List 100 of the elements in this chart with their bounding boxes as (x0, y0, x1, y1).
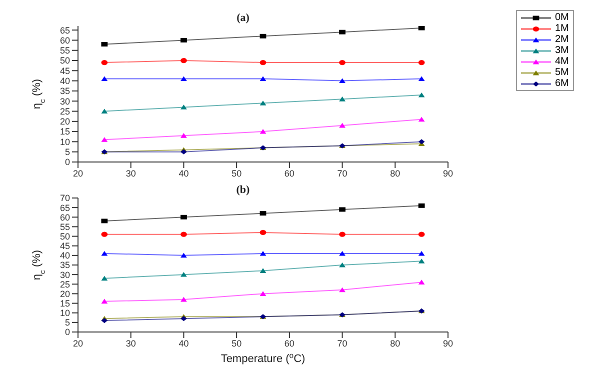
x-tick-label: 30 (126, 338, 136, 348)
point (339, 287, 346, 292)
point (260, 100, 266, 106)
y-tick-label: 20 (60, 116, 70, 127)
point (101, 250, 108, 256)
y-tick-label: 35 (60, 260, 70, 270)
chart-title: (b) (236, 184, 250, 196)
point (101, 108, 108, 114)
point (260, 60, 266, 66)
y-tick-label: 25 (60, 106, 70, 116)
x-tick-label: 70 (337, 168, 348, 178)
point (418, 250, 425, 256)
x-tick-label: 30 (126, 168, 136, 178)
y-tick-label: 45 (60, 66, 70, 76)
y-tick-label: 45 (60, 241, 70, 252)
x-tick-label: 80 (390, 168, 400, 178)
legend-label: 6M (555, 78, 569, 89)
point (339, 96, 346, 102)
x-axis-title: Temperature ($^{o}$C) (220, 350, 306, 365)
point (260, 211, 266, 216)
point (101, 137, 108, 142)
point (101, 232, 108, 237)
point (180, 252, 187, 258)
point (101, 276, 108, 281)
legend-label: 3M (555, 45, 569, 56)
point (260, 76, 266, 82)
legend-label: 0M (555, 12, 569, 23)
y-tick-label: 20 (60, 288, 70, 299)
y-tick-label: 15 (60, 298, 70, 308)
point (339, 232, 346, 237)
y-tick-label: 30 (60, 270, 70, 280)
point (339, 30, 346, 34)
point (418, 280, 425, 284)
y-tick-label: 70 (60, 193, 70, 204)
x-tick-label: 50 (232, 338, 242, 348)
x-tick-label: 20 (72, 168, 84, 178)
y-tick-label: 35 (60, 86, 70, 96)
y-tick-label: 10 (60, 308, 70, 318)
point (339, 78, 346, 84)
y-tick-label: 50 (60, 231, 70, 242)
point (101, 76, 108, 82)
x-tick-label: 20 (72, 338, 84, 348)
y-tick-label: 5 (64, 147, 70, 158)
point (339, 122, 346, 128)
legend-label: 5M (555, 67, 569, 78)
y-tick-label: 30 (60, 96, 70, 106)
y-tick-label: 40 (60, 76, 70, 86)
x-tick-label: 60 (284, 338, 294, 348)
y-tick-label: 10 (60, 136, 70, 147)
point (101, 218, 108, 224)
point (180, 232, 187, 237)
y-tick-label: 55 (60, 46, 70, 56)
point (101, 318, 108, 324)
x-tick-label: 70 (337, 338, 348, 348)
x-tick-label: 90 (442, 168, 454, 178)
y-tick-label: 25 (60, 279, 70, 290)
y-tick-label: 65 (60, 202, 70, 213)
point (260, 268, 266, 273)
point (180, 76, 187, 82)
point (101, 42, 108, 47)
point (260, 34, 266, 38)
point (339, 207, 346, 212)
chart-title: (a) (236, 12, 250, 24)
point (260, 230, 266, 236)
point (180, 133, 187, 138)
x-tick-label: 80 (390, 338, 400, 348)
point (180, 58, 187, 64)
legend-label: 1M (555, 23, 569, 34)
point (339, 250, 346, 256)
y-tick-label: 5 (64, 318, 70, 328)
point (101, 298, 108, 304)
y-tick-label: 60 (60, 35, 70, 46)
point (180, 104, 187, 110)
y-tick-label: 40 (60, 250, 70, 261)
point (180, 214, 187, 220)
legend-label: 2M (555, 34, 569, 45)
point (418, 116, 425, 122)
point (418, 76, 425, 82)
point (260, 250, 266, 256)
point (180, 38, 187, 42)
point (418, 203, 425, 208)
y-tick-label: 0 (64, 157, 70, 168)
x-tick-label: 60 (284, 168, 294, 178)
x-tick-label: 90 (442, 338, 454, 348)
y-tick-label: 60 (60, 212, 70, 222)
point (339, 60, 346, 66)
y-tick-label: 0 (64, 327, 70, 338)
y-tick-label: 65 (60, 25, 70, 36)
x-tick-label: 50 (232, 168, 242, 178)
y-tick-label: 55 (60, 222, 70, 232)
point (180, 272, 187, 277)
point (418, 92, 425, 98)
point (418, 232, 425, 237)
point (101, 60, 108, 66)
point (339, 262, 346, 268)
x-tick-label: 40 (178, 168, 189, 178)
point (260, 291, 266, 296)
point (180, 296, 187, 302)
x-tick-label: 40 (178, 338, 189, 348)
point (260, 128, 266, 134)
